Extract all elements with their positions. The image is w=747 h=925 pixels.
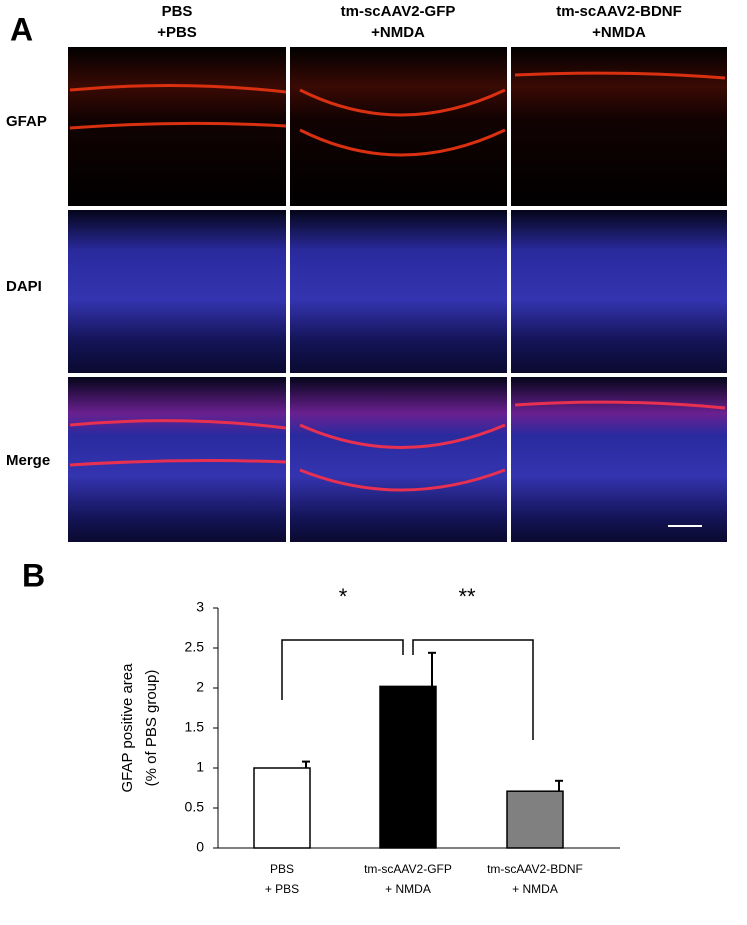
x-tick-sublabel: + NMDA [512,882,558,896]
column-header: +NMDA [592,24,646,41]
panel-label: B [22,557,45,593]
image [290,377,507,542]
y-axis-label: GFAP positive area [119,663,136,793]
bar [506,790,564,849]
column-header: tm-scAAV2-BDNF [556,3,682,20]
row-label: DAPI [6,278,42,295]
x-tick-label: tm-scAAV2-BDNF [487,862,583,876]
column-header: +PBS [157,24,197,41]
row-label: Merge [6,452,50,469]
image [511,47,727,206]
x-tick-label: PBS [270,862,294,876]
y-tick-label: 2 [196,679,204,695]
y-tick-label: 1.5 [185,719,205,735]
panel-label: A [10,11,33,47]
column-header: PBS [162,3,193,20]
image [68,210,286,373]
bar [379,685,437,849]
column-header: tm-scAAV2-GFP [341,3,456,20]
column-header: +NMDA [371,24,425,41]
significance-label: ** [458,584,476,609]
bar [253,767,311,849]
y-tick-label: 1 [196,759,204,775]
image [511,210,727,373]
x-tick-sublabel: + PBS [265,882,299,896]
stain [69,400,726,492]
significance-bracket [281,639,534,740]
stain [69,71,726,157]
micrographs [68,47,727,542]
y-axis-label: (% of PBS group) [143,670,160,787]
y-tick-label: 0.5 [185,799,205,815]
x-tick-sublabel: + NMDA [385,882,431,896]
x-tick-label: tm-scAAV2-GFP [364,862,452,876]
image [290,47,507,206]
significance-label: * [339,584,348,609]
y-tick-label: 2.5 [185,639,205,655]
y-tick-label: 0 [196,839,204,855]
image [290,210,507,373]
y-tick-label: 3 [196,599,204,615]
row-label: GFAP [6,113,47,130]
